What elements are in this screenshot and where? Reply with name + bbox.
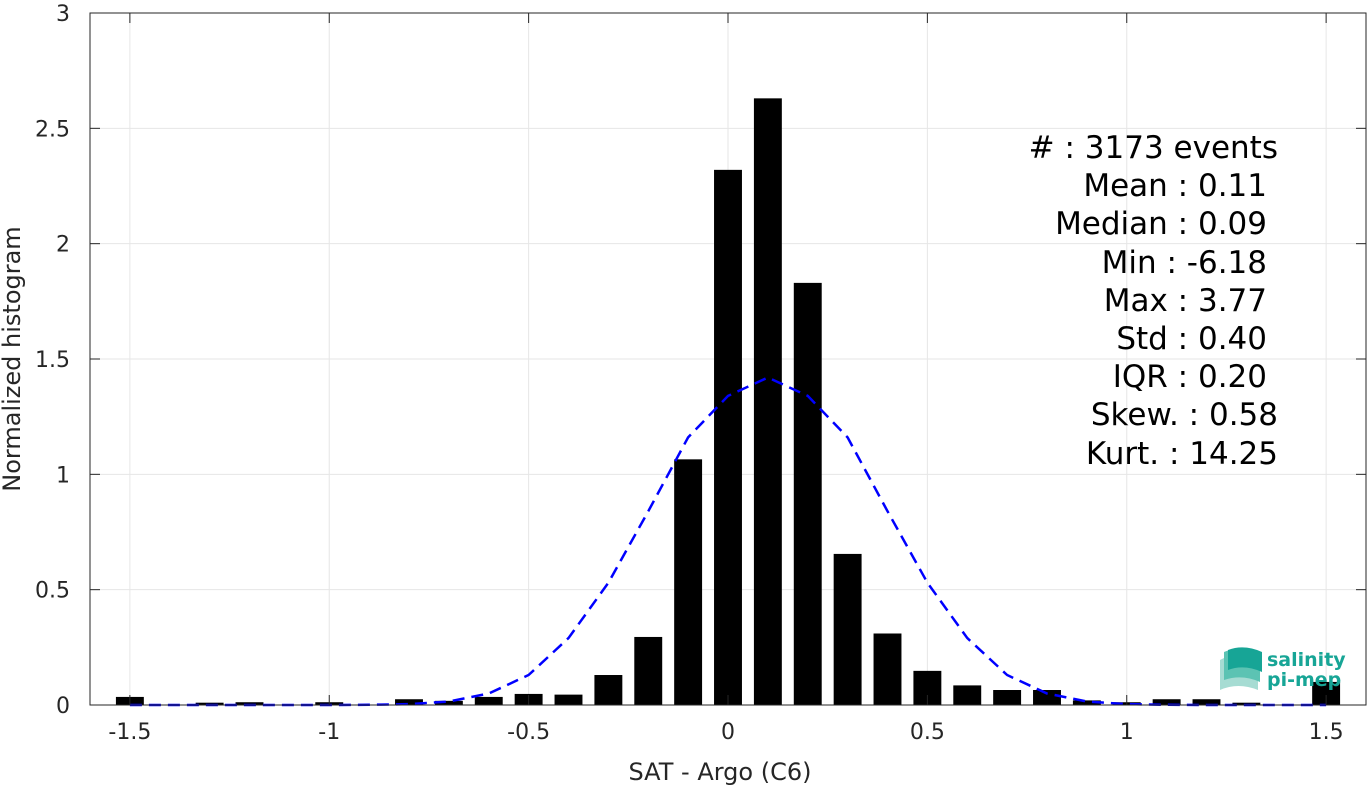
- histogram-bars: [115, 98, 1341, 705]
- stat-max: Max : 3.77: [1104, 283, 1267, 319]
- y-tick-label: 3: [56, 2, 70, 27]
- stat-mean: Mean : 0.11: [1083, 168, 1267, 204]
- histogram-bar: [873, 633, 902, 705]
- y-axis-label: Normalized histogram: [0, 226, 26, 491]
- y-tick-label: 0: [56, 694, 70, 719]
- stat-median: Median : 0.09: [1055, 206, 1267, 242]
- histogram-bar: [714, 169, 742, 705]
- histogram-bar: [395, 699, 423, 705]
- stat-kurt: Kurt. : 14.25: [1086, 436, 1278, 472]
- y-tick-label: 1.5: [35, 348, 70, 373]
- stat-skew: Skew. : 0.58: [1091, 397, 1278, 433]
- histogram-bar: [474, 696, 503, 705]
- histogram-bar: [793, 282, 822, 705]
- histogram-bar: [434, 700, 463, 705]
- logo-icon: [1220, 647, 1262, 690]
- histogram-bar: [953, 685, 982, 705]
- histogram-bar: [1033, 690, 1061, 705]
- y-tick-label: 0.5: [35, 579, 70, 604]
- y-tick-label: 2.5: [35, 117, 70, 142]
- histogram-bar: [833, 553, 862, 705]
- x-axis-label: SAT - Argo (C6): [629, 758, 812, 786]
- histogram-bar: [674, 459, 703, 705]
- y-axis-ticks: 0 0.5 1 1.5 2 2.5 3: [35, 2, 1366, 719]
- x-tick-label: -1: [318, 720, 340, 745]
- x-tick-label: 1: [1120, 720, 1134, 745]
- histogram-bar: [993, 690, 1022, 705]
- histogram-bar: [1312, 681, 1341, 705]
- histogram-bar: [753, 98, 782, 705]
- histogram-bar: [634, 636, 663, 705]
- histogram-bar: [235, 702, 264, 705]
- histogram-bar: [554, 694, 583, 705]
- x-axis-ticks: -1.5 -1 -0.5 0 0.5 1 1.5: [108, 13, 1344, 745]
- stat-count: # : 3173 events: [1029, 130, 1278, 166]
- stat-min: Min : -6.18: [1102, 245, 1267, 281]
- histogram-bar: [1072, 700, 1101, 705]
- x-tick-label: 0: [721, 720, 735, 745]
- stat-iqr: IQR : 0.20: [1113, 359, 1267, 395]
- stat-std: Std : 0.40: [1116, 321, 1267, 357]
- y-tick-label: 2: [56, 233, 70, 258]
- x-tick-label: 0.5: [910, 720, 945, 745]
- salinity-pimep-logo: salinity pi-mep: [1220, 647, 1346, 691]
- stats-box: # : 3173 events Mean : 0.11 Median : 0.0…: [1029, 130, 1278, 472]
- logo-line1: salinity: [1267, 649, 1346, 671]
- logo-line2: pi-mep: [1267, 669, 1341, 691]
- x-tick-label: -0.5: [507, 720, 550, 745]
- histogram-bar: [1192, 699, 1221, 705]
- histogram-bar: [594, 675, 623, 705]
- x-tick-label: 1.5: [1309, 720, 1344, 745]
- histogram-bar: [1152, 699, 1181, 705]
- x-tick-label: -1.5: [108, 720, 151, 745]
- y-tick-label: 1: [56, 463, 70, 488]
